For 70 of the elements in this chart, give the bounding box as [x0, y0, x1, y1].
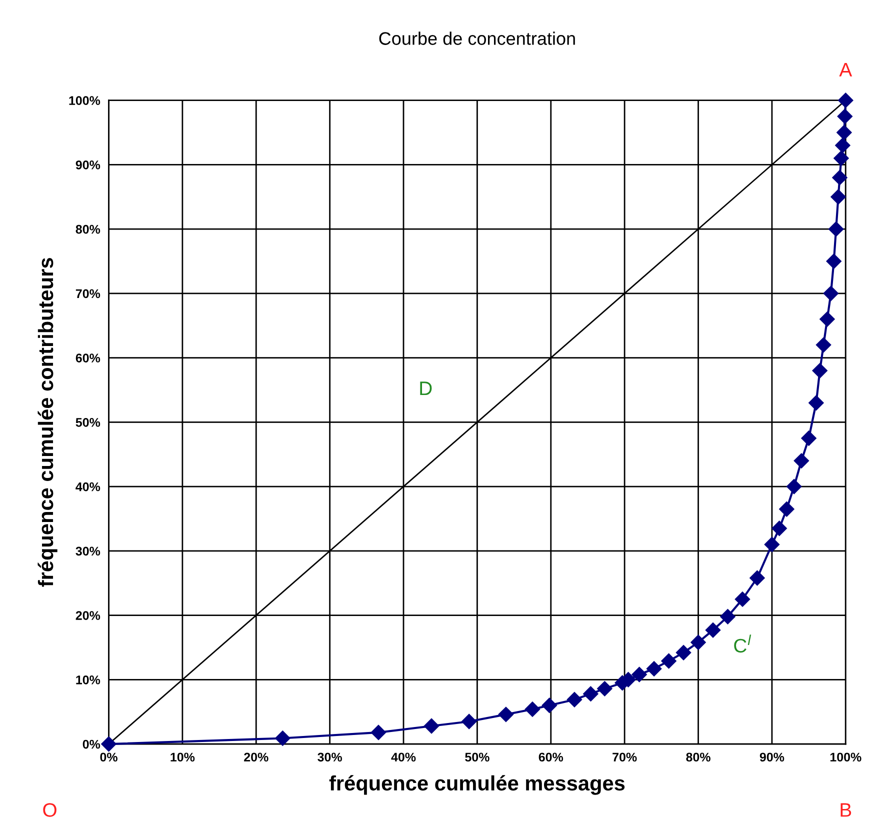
y-tick-label: 40%	[76, 482, 100, 492]
point	[424, 718, 440, 734]
x-tick-label: 70%	[612, 752, 637, 762]
y-tick-label: 20%	[76, 611, 100, 620]
point	[808, 395, 824, 410]
point	[823, 286, 838, 302]
y-tick-label: 0%	[82, 740, 100, 749]
y-tick-label: 100%	[69, 96, 100, 105]
annotation: D	[420, 382, 432, 396]
x-tick-label: 100%	[830, 752, 862, 762]
point	[462, 714, 477, 730]
point	[820, 312, 835, 327]
text: O	[43, 803, 56, 817]
point	[498, 706, 514, 722]
point	[772, 520, 787, 536]
point	[720, 609, 736, 624]
y-tick-label: 50%	[76, 418, 100, 427]
y-tick-label: 30%	[76, 546, 100, 556]
annotation: C$^{l}$	[734, 634, 752, 653]
text: A	[839, 63, 852, 76]
x-tick-label: 30%	[318, 752, 342, 762]
point	[828, 221, 844, 237]
point	[632, 666, 647, 682]
point	[566, 692, 582, 708]
point	[764, 536, 780, 552]
point	[676, 645, 692, 660]
point	[705, 622, 721, 638]
x-tick-label: 10%	[170, 752, 195, 762]
point	[816, 337, 832, 353]
y-tick-label: 80%	[76, 224, 100, 234]
point	[583, 686, 598, 702]
point	[832, 170, 848, 186]
point	[646, 661, 662, 676]
x-tick-label: 90%	[760, 752, 784, 762]
point	[690, 634, 706, 650]
point	[826, 254, 842, 269]
y-tick-label: 10%	[76, 675, 100, 684]
x-tick-label: 40%	[391, 752, 416, 762]
x-tick-label: 60%	[538, 752, 564, 762]
point	[750, 570, 765, 586]
point	[734, 592, 750, 607]
y-axis-title: fréquence cumulée contributeurs	[38, 258, 58, 587]
y-tick-label: 70%	[76, 289, 100, 298]
x-tick-label: 50%	[465, 752, 490, 762]
point	[779, 502, 794, 517]
point	[524, 702, 540, 717]
point	[838, 92, 854, 108]
point	[794, 453, 809, 468]
point	[835, 138, 850, 153]
x-tick-label: 0%	[100, 752, 118, 762]
point	[830, 189, 846, 204]
y-tick-label: 60%	[76, 354, 100, 362]
point	[275, 730, 290, 746]
x-tick-label: 80%	[686, 752, 710, 762]
point	[834, 150, 849, 166]
point	[837, 108, 852, 124]
point	[836, 124, 852, 140]
x-axis-title: fréquence cumulée messages	[329, 775, 625, 795]
point	[542, 698, 557, 713]
point	[786, 478, 802, 494]
x-tick-label: 20%	[244, 752, 268, 762]
point	[801, 430, 816, 446]
point	[812, 363, 828, 378]
point	[661, 653, 676, 669]
chart-title: Courbe de concentration	[379, 32, 575, 45]
point	[597, 681, 612, 696]
text: B	[840, 803, 852, 817]
point	[370, 724, 386, 740]
point	[101, 736, 116, 752]
y-tick-label: 90%	[76, 160, 100, 170]
